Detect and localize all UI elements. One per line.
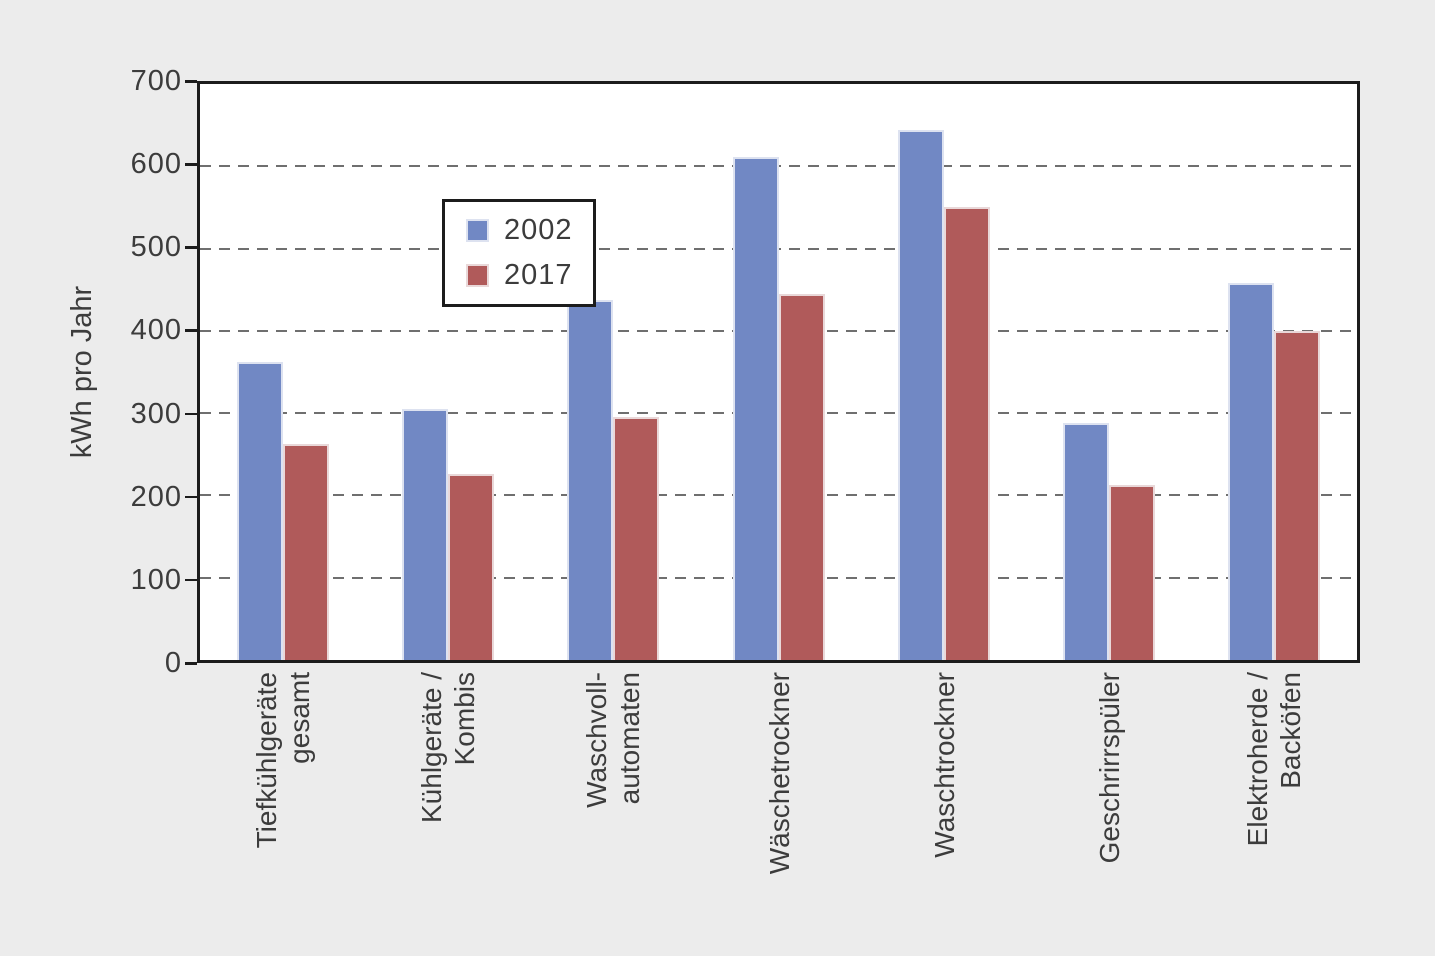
xtick-label-line: Backöfen — [1275, 672, 1307, 789]
ytick-mark-500 — [185, 246, 197, 249]
ytick-label-400: 400 — [130, 314, 182, 347]
plot-area: 2002 2017 — [197, 81, 1360, 663]
legend-swatch-2017 — [466, 264, 489, 287]
ytick-label-300: 300 — [130, 397, 182, 430]
ytick-label-500: 500 — [130, 231, 182, 264]
bar-2002-3 — [732, 157, 779, 660]
ytick-mark-300 — [185, 412, 197, 416]
legend-entry-2002: 2002 — [466, 214, 593, 247]
bar-2017-0 — [282, 444, 329, 660]
gridline-600 — [200, 165, 1357, 168]
xtick-label-line: Wäschetrockner — [763, 672, 794, 875]
ytick-mark-0 — [185, 662, 197, 665]
y-axis-label: kWh pro Jahr — [66, 285, 98, 459]
xtick-label-line: automaten — [614, 672, 646, 805]
xtick-label-line: Kombis — [448, 672, 480, 766]
bar-2002-5 — [1063, 423, 1110, 660]
xtick-label-3: Wäschetrockner — [744, 672, 814, 932]
bar-2017-5 — [1109, 485, 1156, 660]
bar-2002-4 — [897, 130, 944, 660]
xtick-label-5: Geschrirrspüler — [1074, 672, 1144, 932]
bar-2017-6 — [1274, 331, 1321, 660]
bar-2017-4 — [943, 207, 990, 660]
xtick-label-line: Elektroherde / — [1242, 672, 1274, 847]
bar-2017-2 — [613, 417, 660, 660]
ytick-mark-400 — [185, 329, 197, 332]
legend-label-2002: 2002 — [504, 214, 573, 246]
legend-entry-2017: 2017 — [466, 259, 593, 292]
bar-2002-0 — [236, 362, 283, 660]
bar-2017-1 — [447, 474, 494, 660]
bar-2002-2 — [567, 300, 614, 660]
xtick-label-1: Kühlgeräte / Kombis — [413, 672, 483, 932]
bar-2002-1 — [401, 409, 448, 660]
xtick-label-line: Waschvoll- — [581, 672, 613, 808]
ytick-label-0: 0 — [164, 647, 182, 679]
ytick-mark-600 — [185, 163, 197, 166]
ytick-label-600: 600 — [130, 148, 182, 181]
xtick-label-line: Geschrirrspüler — [1093, 672, 1125, 864]
xtick-label-6: Elektroherde / Backöfen — [1239, 672, 1309, 932]
ytick-label-700: 700 — [130, 65, 182, 97]
xtick-label-0: Tiefkühlgeräte gesamt — [248, 672, 318, 932]
legend: 2002 2017 — [442, 199, 596, 307]
ytick-label-100: 100 — [130, 563, 182, 596]
legend-label-2017: 2017 — [504, 259, 573, 291]
bar-2002-6 — [1228, 283, 1275, 660]
ytick-label-200: 200 — [130, 480, 182, 513]
xtick-label-2: Waschvoll-automaten — [578, 672, 648, 932]
ytick-mark-200 — [185, 495, 197, 499]
xtick-label-4: Waschtrockner — [909, 672, 979, 932]
xtick-label-line: Kühlgeräte / — [415, 672, 447, 823]
plot-inner — [200, 84, 1357, 660]
xtick-label-line: gesamt — [283, 672, 315, 764]
ytick-mark-700 — [185, 80, 197, 83]
ytick-mark-100 — [185, 578, 197, 582]
xtick-label-line: Tiefkühlgeräte — [250, 672, 282, 849]
legend-swatch-2002 — [466, 219, 489, 242]
bar-2017-3 — [778, 294, 825, 660]
xtick-label-line: Waschtrockner — [928, 672, 960, 858]
gridline-500 — [200, 247, 1357, 250]
